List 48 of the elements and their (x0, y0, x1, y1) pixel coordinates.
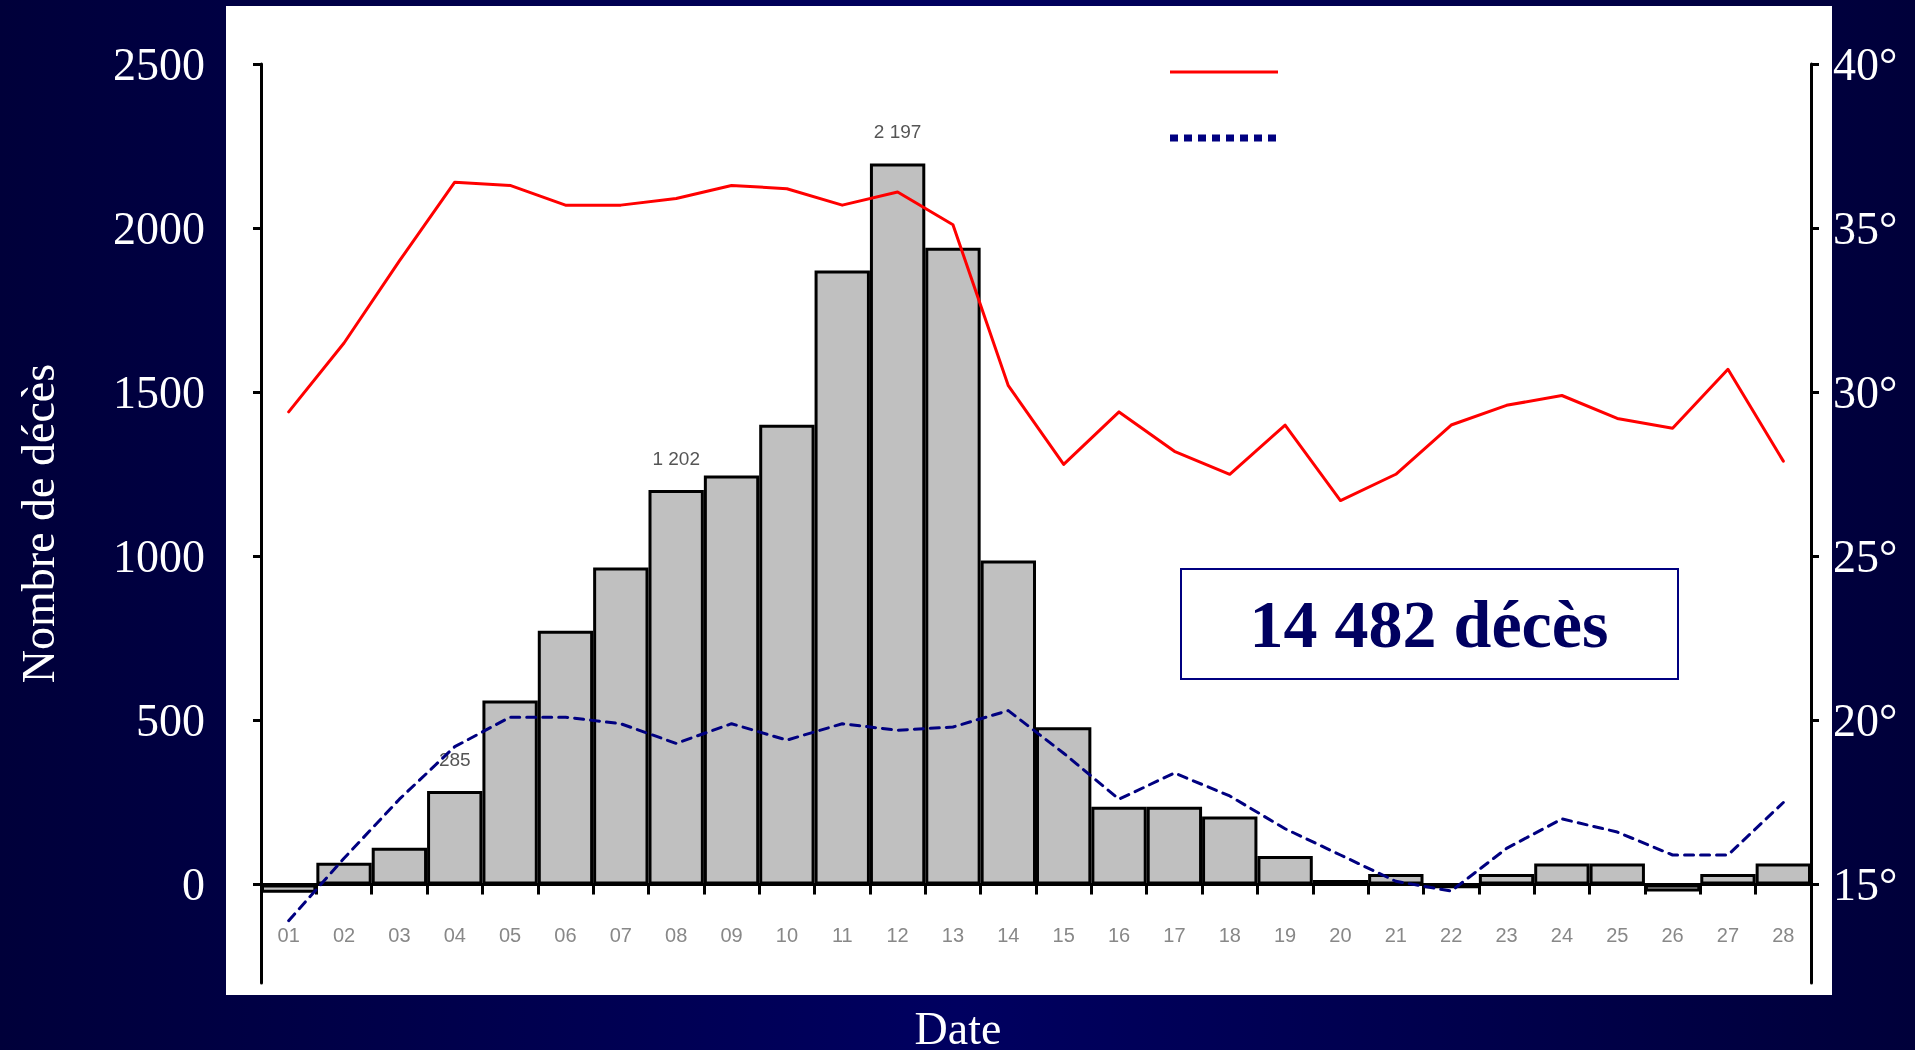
annotation: 14 482 décès (1249, 586, 1609, 662)
x-tick-label: 15 (1052, 924, 1075, 946)
data-label: 285 (438, 748, 471, 770)
x-tick-label: 11 (831, 924, 853, 946)
y2-tick-label: 35° (1833, 202, 1898, 254)
x-tick-label: 07 (609, 924, 632, 946)
x-tick-label: 23 (1495, 924, 1518, 946)
x-tick-label: 02 (332, 924, 356, 946)
x-tick-label: 17 (1163, 924, 1186, 946)
x-tick-label: 03 (388, 924, 411, 946)
x-tick-label: 10 (775, 924, 799, 946)
y2-tick-label: 20° (1833, 694, 1898, 746)
x-tick-label: 28 (1772, 924, 1795, 946)
x-tick-label: 27 (1716, 924, 1740, 946)
x-tick-label: 19 (1273, 924, 1297, 946)
x-tick-label: 12 (886, 924, 909, 946)
y2-tick-label: 15° (1833, 859, 1898, 911)
x-tick-label: 05 (498, 924, 522, 946)
x-tick-label: 21 (1384, 924, 1407, 946)
x-tick-label: 22 (1440, 924, 1463, 946)
line-series (287, 709, 1785, 923)
y-axis-title: Nombre de décès (12, 363, 64, 684)
data-label: 2 197 (873, 121, 922, 143)
x-axis-title: Date (914, 1002, 1002, 1050)
y2-tick-label: 30° (1833, 366, 1898, 418)
data-label: 1 202 (652, 448, 700, 470)
y2-tick-label: 25° (1833, 530, 1898, 582)
y-tick-label: 0 (182, 859, 205, 911)
x-tick-label: 08 (665, 924, 688, 946)
x-tick-label: 25 (1606, 924, 1629, 946)
x-tick-label: 26 (1661, 924, 1684, 946)
x-tick-label: 09 (720, 924, 743, 946)
line-series (287, 180, 1785, 503)
x-tick-label: 24 (1550, 924, 1574, 946)
x-tick-label: 13 (941, 924, 965, 946)
x-tick-label: 20 (1329, 924, 1352, 946)
y-tick-label: 500 (136, 694, 205, 746)
x-tick-label: 04 (443, 924, 466, 946)
x-tick-label: 18 (1218, 924, 1241, 946)
x-tick-label: 06 (554, 924, 577, 946)
x-tick-label: 16 (1107, 924, 1131, 946)
y-tick-label: 1000 (113, 530, 205, 582)
x-tick-label: 14 (997, 924, 1020, 946)
y-tick-label: 2500 (113, 38, 205, 90)
y-tick-label: 1500 (113, 366, 205, 418)
y2-tick-label: 40° (1833, 38, 1898, 90)
x-tick-label: 01 (277, 924, 300, 946)
y-tick-label: 2000 (113, 202, 205, 254)
